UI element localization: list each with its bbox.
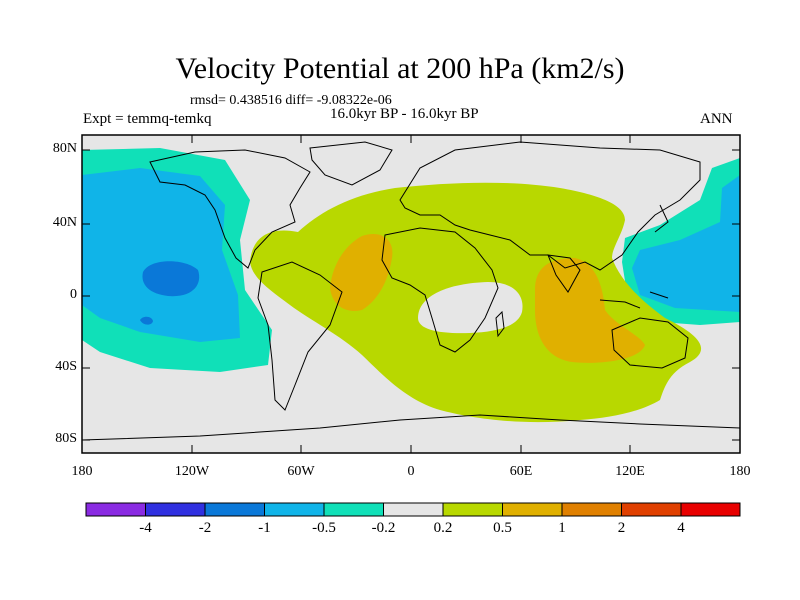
colorbar-box-3 — [204, 502, 265, 517]
lat-label-40s: 40S — [55, 359, 77, 374]
lon-label-120w: 120W — [174, 464, 210, 479]
lat-label-40n: 40N — [52, 215, 77, 230]
lon-label-60e: 60E — [509, 464, 533, 479]
colorbar-label-9: 2 — [617, 520, 626, 536]
season-label: ANN — [700, 111, 733, 127]
axis-ticks — [81, 135, 741, 453]
colorbar-label-1: -4 — [139, 520, 152, 536]
lon-label-180w: 180 — [71, 464, 93, 479]
lat-label-80n: 80N — [52, 141, 77, 156]
colorbar-label-2: -2 — [198, 520, 212, 536]
colorbar-box-9 — [561, 502, 622, 517]
contour-neg-strong-pacific — [142, 261, 200, 297]
colorbar-label-5: -0.2 — [371, 520, 396, 536]
colorbar-label-3: -1 — [258, 520, 271, 536]
colorbar-box-8 — [502, 502, 563, 517]
colorbar-box-5 — [323, 502, 384, 517]
experiment-label: Expt = temmq-temkq — [83, 111, 212, 127]
colorbar-box-6 — [383, 502, 444, 517]
plot-subtitle: 16.0kyr BP - 16.0kyr BP — [330, 106, 479, 122]
colorbar-box-1 — [85, 502, 146, 517]
plot-title: Velocity Potential at 200 hPa (km2/s) — [175, 52, 625, 85]
lon-label-180e: 180 — [729, 464, 751, 479]
colorbar-label-6: 0.2 — [433, 520, 453, 536]
colorbar-box-2 — [145, 502, 206, 517]
colorbar — [85, 502, 741, 517]
colorbar-box-7 — [442, 502, 503, 517]
lat-label-80s: 80S — [55, 431, 77, 446]
lat-label-0: 0 — [70, 287, 77, 302]
colorbar-label-10: 4 — [677, 520, 685, 536]
colorbar-box-11 — [680, 502, 741, 517]
continent-outlines — [82, 141, 740, 441]
rmsd-diff-text: rmsd= 0.438516 diff= -9.08322e-06 — [190, 93, 392, 108]
colorbar-label-4: -0.5 — [312, 520, 336, 536]
lon-label-0: 0 — [407, 464, 415, 479]
lon-label-120e: 120E — [615, 464, 645, 479]
lon-label-60w: 60W — [287, 464, 315, 479]
colorbar-label-8: 1 — [558, 520, 566, 536]
colorbar-box-4 — [264, 502, 325, 517]
contour-pos-mid-atlantic — [330, 234, 393, 311]
contour-neg-strong-spot — [140, 316, 153, 325]
contour-neg-mid-westpac — [632, 175, 740, 312]
colorbar-label-7: 0.5 — [493, 520, 512, 536]
contour-neg-mid-pacific — [82, 168, 240, 342]
colorbar-box-10 — [621, 502, 682, 517]
